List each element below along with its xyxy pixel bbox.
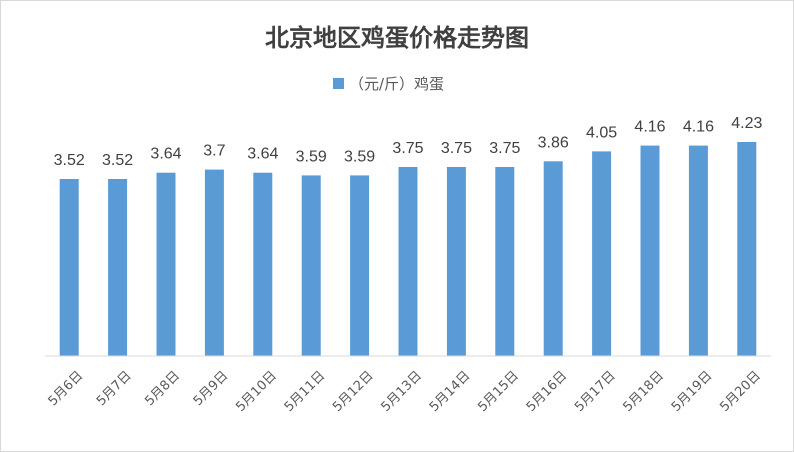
x-tick-label-9: 5月14日 <box>427 368 474 415</box>
legend-swatch <box>333 78 344 89</box>
bar-9 <box>446 167 466 356</box>
data-label-3: 3.64 <box>150 146 181 163</box>
bars-group <box>59 142 757 356</box>
x-tick-label-4: 5月9日 <box>191 368 232 409</box>
data-label-4: 3.7 <box>203 143 225 160</box>
x-tick-label-2: 5月7日 <box>94 368 135 409</box>
data-label-14: 4.16 <box>683 119 714 136</box>
data-label-15: 4.23 <box>731 115 762 132</box>
bar-3 <box>156 172 176 356</box>
data-label-9: 3.75 <box>441 140 472 157</box>
bar-10 <box>495 167 515 356</box>
x-tick-label-1: 5月6日 <box>46 368 87 409</box>
data-label-7: 3.59 <box>344 148 375 165</box>
x-tick-label-12: 5月17日 <box>572 368 619 415</box>
x-tick-label-13: 5月18日 <box>621 368 668 415</box>
bar-13 <box>640 145 660 356</box>
x-tick-label-15: 5月20日 <box>717 368 764 415</box>
x-tick-label-7: 5月12日 <box>330 368 377 415</box>
data-label-10: 3.75 <box>489 140 520 157</box>
chart-title: 北京地区鸡蛋价格走势图 <box>265 24 529 52</box>
bar-7 <box>350 175 370 356</box>
legend-label: （元/斤）鸡蛋 <box>349 75 444 93</box>
data-labels-group: 3.52 3.52 3.64 3.7 3.64 3.59 3.59 3.75 3.75 3.75 3… <box>54 115 763 169</box>
bar-11 <box>543 161 563 356</box>
legend: （元/斤）鸡蛋 <box>333 75 444 93</box>
x-tick-label-11: 5月16日 <box>524 368 571 415</box>
bar-1 <box>59 179 79 356</box>
data-label-11: 3.86 <box>538 134 569 151</box>
x-tick-labels-group: 5月6日 5月7日 5月8日 5月9日 5月10日 5月11日 5月12日 5月13日 5月14… <box>46 368 764 415</box>
x-tick-label-5: 5月10日 <box>233 368 280 415</box>
data-label-13: 4.16 <box>634 119 665 136</box>
data-label-1: 3.52 <box>54 152 85 169</box>
bar-15 <box>737 142 757 356</box>
data-label-5: 3.64 <box>247 146 278 163</box>
x-tick-label-14: 5月19日 <box>669 368 716 415</box>
bar-6 <box>301 175 321 356</box>
bar-14 <box>688 145 708 356</box>
data-label-6: 3.59 <box>296 148 327 165</box>
bar-2 <box>108 179 128 356</box>
bar-12 <box>592 151 612 356</box>
data-label-12: 4.05 <box>586 124 617 141</box>
x-tick-label-3: 5月8日 <box>142 368 183 409</box>
bar-4 <box>204 169 224 356</box>
x-tick-label-6: 5月11日 <box>282 368 329 415</box>
bar-8 <box>398 167 418 356</box>
bar-5 <box>253 172 273 356</box>
x-tick-label-10: 5月15日 <box>475 368 522 415</box>
data-label-8: 3.75 <box>392 140 423 157</box>
data-label-2: 3.52 <box>102 152 133 169</box>
x-tick-label-8: 5月13日 <box>379 368 426 415</box>
